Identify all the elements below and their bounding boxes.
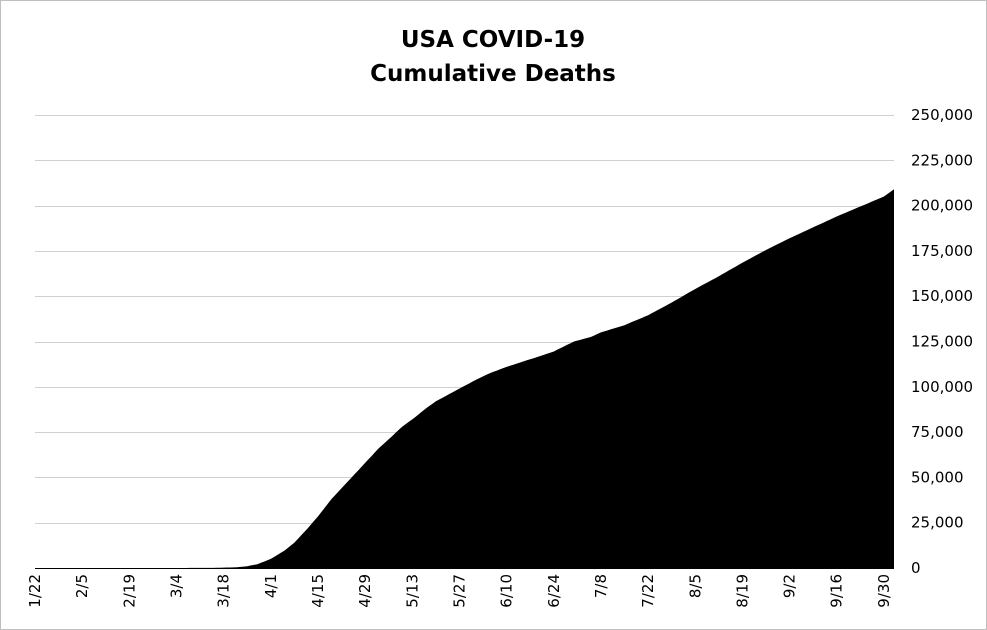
cumulative-deaths-area bbox=[35, 189, 894, 569]
gridlines bbox=[35, 115, 894, 524]
area-series bbox=[35, 189, 894, 569]
y-tick-label-2: 50,000 bbox=[911, 468, 964, 486]
y-axis-ticks: 0 25,000 50,000 75,000 100,000 125,000 150,000… bbox=[911, 106, 973, 577]
y-tick-label-10: 250,000 bbox=[911, 106, 973, 124]
x-tick-label-15: 8/19 bbox=[733, 574, 751, 608]
x-tick-label-1: 2/5 bbox=[73, 574, 91, 598]
y-tick-label-7: 175,000 bbox=[911, 242, 973, 260]
x-tick-label-14: 8/5 bbox=[686, 574, 704, 598]
x-tick-label-6: 4/15 bbox=[309, 574, 327, 608]
y-tick-label-5: 125,000 bbox=[911, 333, 973, 351]
x-tick-label-13: 7/22 bbox=[639, 574, 657, 608]
x-tick-label-7: 4/29 bbox=[356, 574, 374, 608]
x-axis-ticks: 1/22 2/5 2/19 3/4 3/18 4/1 4/15 4/29 5/13 5/27 6/1… bbox=[26, 574, 893, 608]
x-tick-label-3: 3/4 bbox=[168, 574, 186, 598]
x-tick-label-12: 7/8 bbox=[592, 574, 610, 598]
y-tick-label-6: 150,000 bbox=[911, 287, 973, 305]
y-tick-label-0: 0 bbox=[911, 559, 921, 577]
x-tick-label-0: 1/22 bbox=[26, 574, 44, 608]
x-tick-label-18: 9/30 bbox=[875, 574, 893, 608]
x-tick-label-17: 9/16 bbox=[828, 574, 846, 608]
y-tick-label-4: 100,000 bbox=[911, 378, 973, 396]
x-tick-label-2: 2/19 bbox=[120, 574, 138, 608]
x-tick-label-5: 4/1 bbox=[262, 574, 280, 598]
x-tick-label-11: 6/24 bbox=[545, 574, 563, 608]
x-tick-label-4: 3/18 bbox=[215, 574, 233, 608]
x-tick-label-8: 5/13 bbox=[403, 574, 421, 608]
y-tick-label-3: 75,000 bbox=[911, 423, 964, 441]
y-tick-label-1: 25,000 bbox=[911, 514, 964, 532]
x-tick-label-16: 9/2 bbox=[781, 574, 799, 598]
x-tick-label-10: 6/10 bbox=[498, 574, 516, 608]
chart-title-line-1: USA COVID-19 bbox=[401, 27, 585, 53]
y-tick-label-9: 225,000 bbox=[911, 151, 973, 169]
x-tick-label-9: 5/27 bbox=[450, 574, 468, 608]
chart-title-line-2: Cumulative Deaths bbox=[370, 61, 616, 87]
y-tick-label-8: 200,000 bbox=[911, 197, 973, 215]
